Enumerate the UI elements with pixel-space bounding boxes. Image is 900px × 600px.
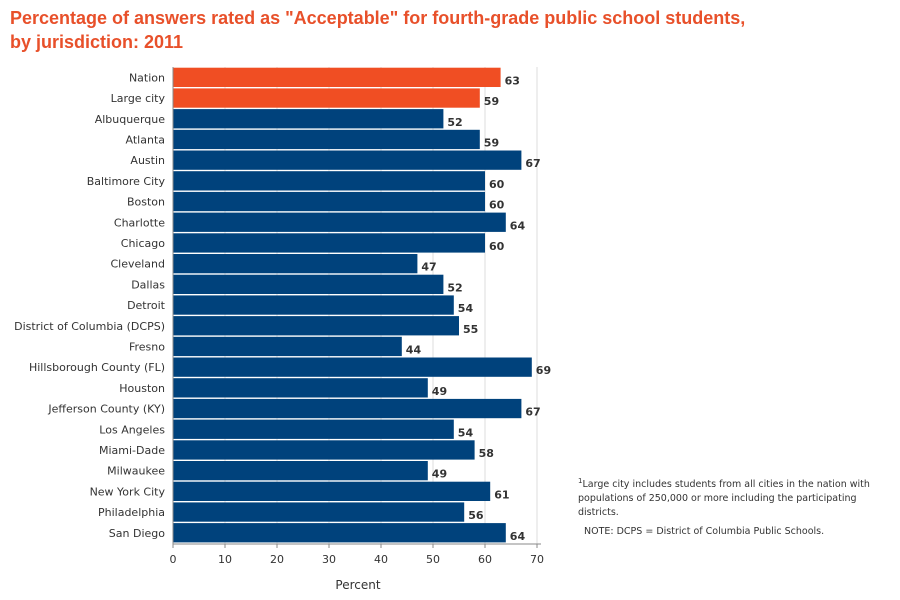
bar	[173, 129, 480, 150]
bar	[173, 502, 465, 522]
data-label: 58	[479, 447, 494, 460]
category-label: Chicago	[121, 237, 165, 250]
data-label: 47	[421, 261, 436, 274]
data-label: 67	[525, 406, 540, 419]
data-label: 60	[489, 178, 505, 191]
x-tick-label: 60	[478, 553, 492, 566]
category-label: Large city	[111, 92, 166, 105]
bar	[173, 440, 475, 460]
bar	[173, 481, 491, 501]
bar	[173, 378, 428, 398]
bar	[173, 295, 454, 315]
chart-title-line-2: by jurisdiction: 2011	[10, 32, 184, 52]
bar	[173, 212, 506, 232]
category-label: Nation	[129, 71, 165, 84]
x-tick-label: 50	[426, 553, 440, 566]
bars: Nation 63 Large city 59 Albuquerque 52 Atlanta…	[14, 67, 551, 543]
data-label: 64	[510, 219, 526, 232]
data-label: 55	[463, 323, 478, 336]
bar	[173, 88, 480, 108]
category-label: Albuquerque	[95, 113, 166, 126]
bar	[173, 274, 444, 294]
x-tick-label: 30	[322, 553, 336, 566]
data-label: 52	[447, 281, 462, 294]
chart-title-line-1: Percentage of answers rated as "Acceptab…	[10, 8, 746, 28]
category-label: Fresno	[129, 340, 165, 353]
footnote-text: Large city includes students from all ci…	[578, 479, 870, 519]
x-tick-label: 10	[218, 553, 232, 566]
category-label: Miami-Dade	[99, 444, 165, 457]
bar	[173, 109, 444, 129]
data-label: 49	[432, 385, 447, 398]
data-label: 52	[447, 116, 462, 129]
data-label: 56	[468, 509, 484, 522]
data-label: 61	[494, 488, 509, 501]
chart-title: Percentage of answers rated as "Acceptab…	[10, 6, 870, 54]
category-label: Charlotte	[114, 216, 165, 229]
bar	[173, 191, 485, 212]
footnote: 1Large city includes students from all c…	[578, 474, 878, 520]
bar	[173, 419, 454, 439]
category-label: San Diego	[109, 527, 165, 540]
category-label: Hillsborough County (FL)	[29, 361, 165, 374]
bar	[173, 316, 459, 336]
abbreviation-note: NOTE: DCPS = District of Columbia Public…	[584, 526, 825, 537]
data-label: 60	[489, 199, 505, 212]
category-label: Philadelphia	[98, 506, 165, 519]
category-label: Los Angeles	[99, 423, 165, 436]
data-label: 59	[484, 95, 499, 108]
data-label: 64	[510, 530, 526, 543]
x-tick-label: 70	[530, 553, 544, 566]
bar	[173, 461, 428, 481]
category-label: Milwaukee	[107, 465, 165, 478]
footnote-marker: 1	[578, 477, 583, 485]
data-label: 69	[536, 364, 551, 377]
category-label: Cleveland	[110, 258, 165, 271]
bar	[173, 150, 522, 170]
category-label: Detroit	[127, 299, 166, 312]
bar	[173, 398, 522, 419]
data-label: 54	[458, 302, 474, 315]
category-label: Houston	[119, 382, 165, 395]
bar	[173, 336, 402, 357]
category-label: Austin	[130, 154, 165, 167]
category-label: Baltimore City	[87, 175, 166, 188]
data-label: 44	[406, 343, 422, 356]
data-label: 60	[489, 240, 505, 253]
bar	[173, 254, 418, 274]
bar	[173, 523, 506, 543]
data-label: 54	[458, 426, 474, 439]
x-tick-label: 0	[170, 553, 177, 566]
x-axis: 0 10 20 30 40 50 60 70	[170, 67, 544, 566]
category-label: Jefferson County (KY)	[47, 403, 165, 416]
category-label: District of Columbia (DCPS)	[14, 320, 165, 333]
data-label: 63	[505, 74, 520, 87]
data-label: 59	[484, 136, 499, 149]
x-axis-label: Percent	[335, 578, 380, 592]
category-label: Dallas	[131, 278, 165, 291]
data-label: 67	[525, 157, 540, 170]
category-label: Boston	[127, 196, 165, 209]
bar	[173, 171, 485, 191]
category-label: Atlanta	[126, 133, 165, 146]
data-label: 49	[432, 468, 447, 481]
x-tick-label: 20	[270, 553, 284, 566]
bar	[173, 67, 501, 87]
category-label: New York City	[90, 485, 166, 498]
bar	[173, 233, 485, 253]
bar	[173, 357, 532, 377]
x-tick-label: 40	[374, 553, 388, 566]
